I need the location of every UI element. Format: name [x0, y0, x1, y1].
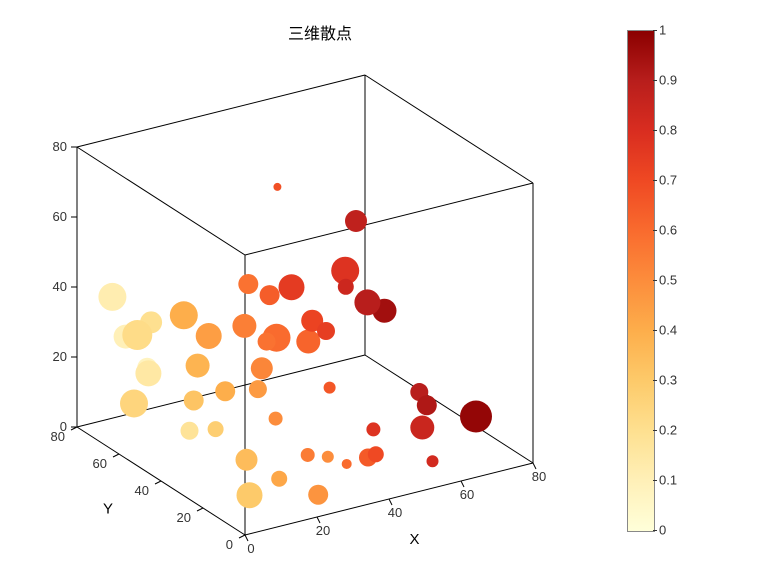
svg-text:20: 20	[53, 349, 67, 364]
svg-text:20: 20	[316, 523, 330, 538]
scatter-point	[273, 183, 281, 191]
scatter-point	[135, 360, 161, 386]
svg-text:80: 80	[532, 469, 546, 484]
scatter-point	[232, 314, 256, 338]
scatter-point	[236, 449, 258, 471]
svg-text:40: 40	[53, 279, 67, 294]
scatter-point	[215, 381, 235, 401]
scatter-point	[271, 471, 287, 487]
colorbar: 00.10.20.30.40.50.60.70.80.91	[627, 30, 707, 540]
x-axis-label: X	[409, 531, 419, 548]
scatter-point	[301, 448, 315, 462]
svg-text:0: 0	[226, 537, 233, 552]
scatter-point	[120, 390, 148, 418]
colorbar-gradient	[627, 30, 655, 532]
colorbar-tick: 0.2	[659, 423, 677, 438]
scatter-point	[317, 322, 335, 340]
svg-text:60: 60	[93, 456, 107, 471]
scatter-point	[186, 354, 210, 378]
scatter-point	[184, 390, 204, 410]
svg-text:0: 0	[60, 419, 67, 434]
scatter-point	[366, 422, 380, 436]
svg-text:40: 40	[388, 505, 402, 520]
scatter-point	[260, 285, 280, 305]
scatter-point	[170, 301, 198, 329]
scatter3d-chart: 三维散点 020406080X020406080Y020406080Z	[50, 20, 590, 550]
scatter-point	[279, 274, 305, 300]
svg-text:80: 80	[53, 139, 67, 154]
scatter-point	[237, 482, 263, 508]
svg-text:40: 40	[135, 483, 149, 498]
colorbar-tick: 0.3	[659, 373, 677, 388]
scatter-point	[342, 459, 352, 469]
scatter-point	[368, 446, 384, 462]
scatter-point	[345, 210, 367, 232]
scatter-point	[460, 401, 492, 433]
y-axis-label: Y	[103, 501, 113, 518]
scatter-point	[324, 382, 336, 394]
colorbar-tick: 0.6	[659, 223, 677, 238]
colorbar-tick: 0.7	[659, 173, 677, 188]
svg-text:0: 0	[247, 541, 254, 556]
scatter-point	[98, 283, 126, 311]
colorbar-tick: 0.8	[659, 123, 677, 138]
plot-svg: 020406080X020406080Y020406080Z	[50, 20, 590, 560]
colorbar-tick: 0	[659, 523, 666, 538]
colorbar-tick: 0.1	[659, 473, 677, 488]
scatter-point	[427, 455, 439, 467]
colorbar-tick: 0.9	[659, 73, 677, 88]
scatter-point	[410, 416, 434, 440]
scatter-point	[338, 279, 354, 295]
scatter-point	[322, 451, 334, 463]
scatter-point	[296, 330, 320, 354]
scatter-point	[181, 422, 199, 440]
svg-text:60: 60	[53, 209, 67, 224]
svg-text:60: 60	[460, 487, 474, 502]
scatter-point	[269, 412, 283, 426]
scatter-point	[258, 333, 276, 351]
colorbar-tick: 1	[659, 23, 666, 38]
scatter-point	[122, 320, 152, 350]
scatter-point	[238, 274, 258, 294]
colorbar-tick: 0.5	[659, 273, 677, 288]
scatter-point	[208, 421, 224, 437]
colorbar-tick: 0.4	[659, 323, 677, 338]
scatter-point	[196, 323, 222, 349]
scatter-point	[354, 289, 380, 315]
scatter-point	[308, 485, 328, 505]
svg-text:20: 20	[177, 510, 191, 525]
scatter-point	[251, 357, 273, 379]
scatter-point	[417, 395, 437, 415]
scatter-point	[249, 380, 267, 398]
